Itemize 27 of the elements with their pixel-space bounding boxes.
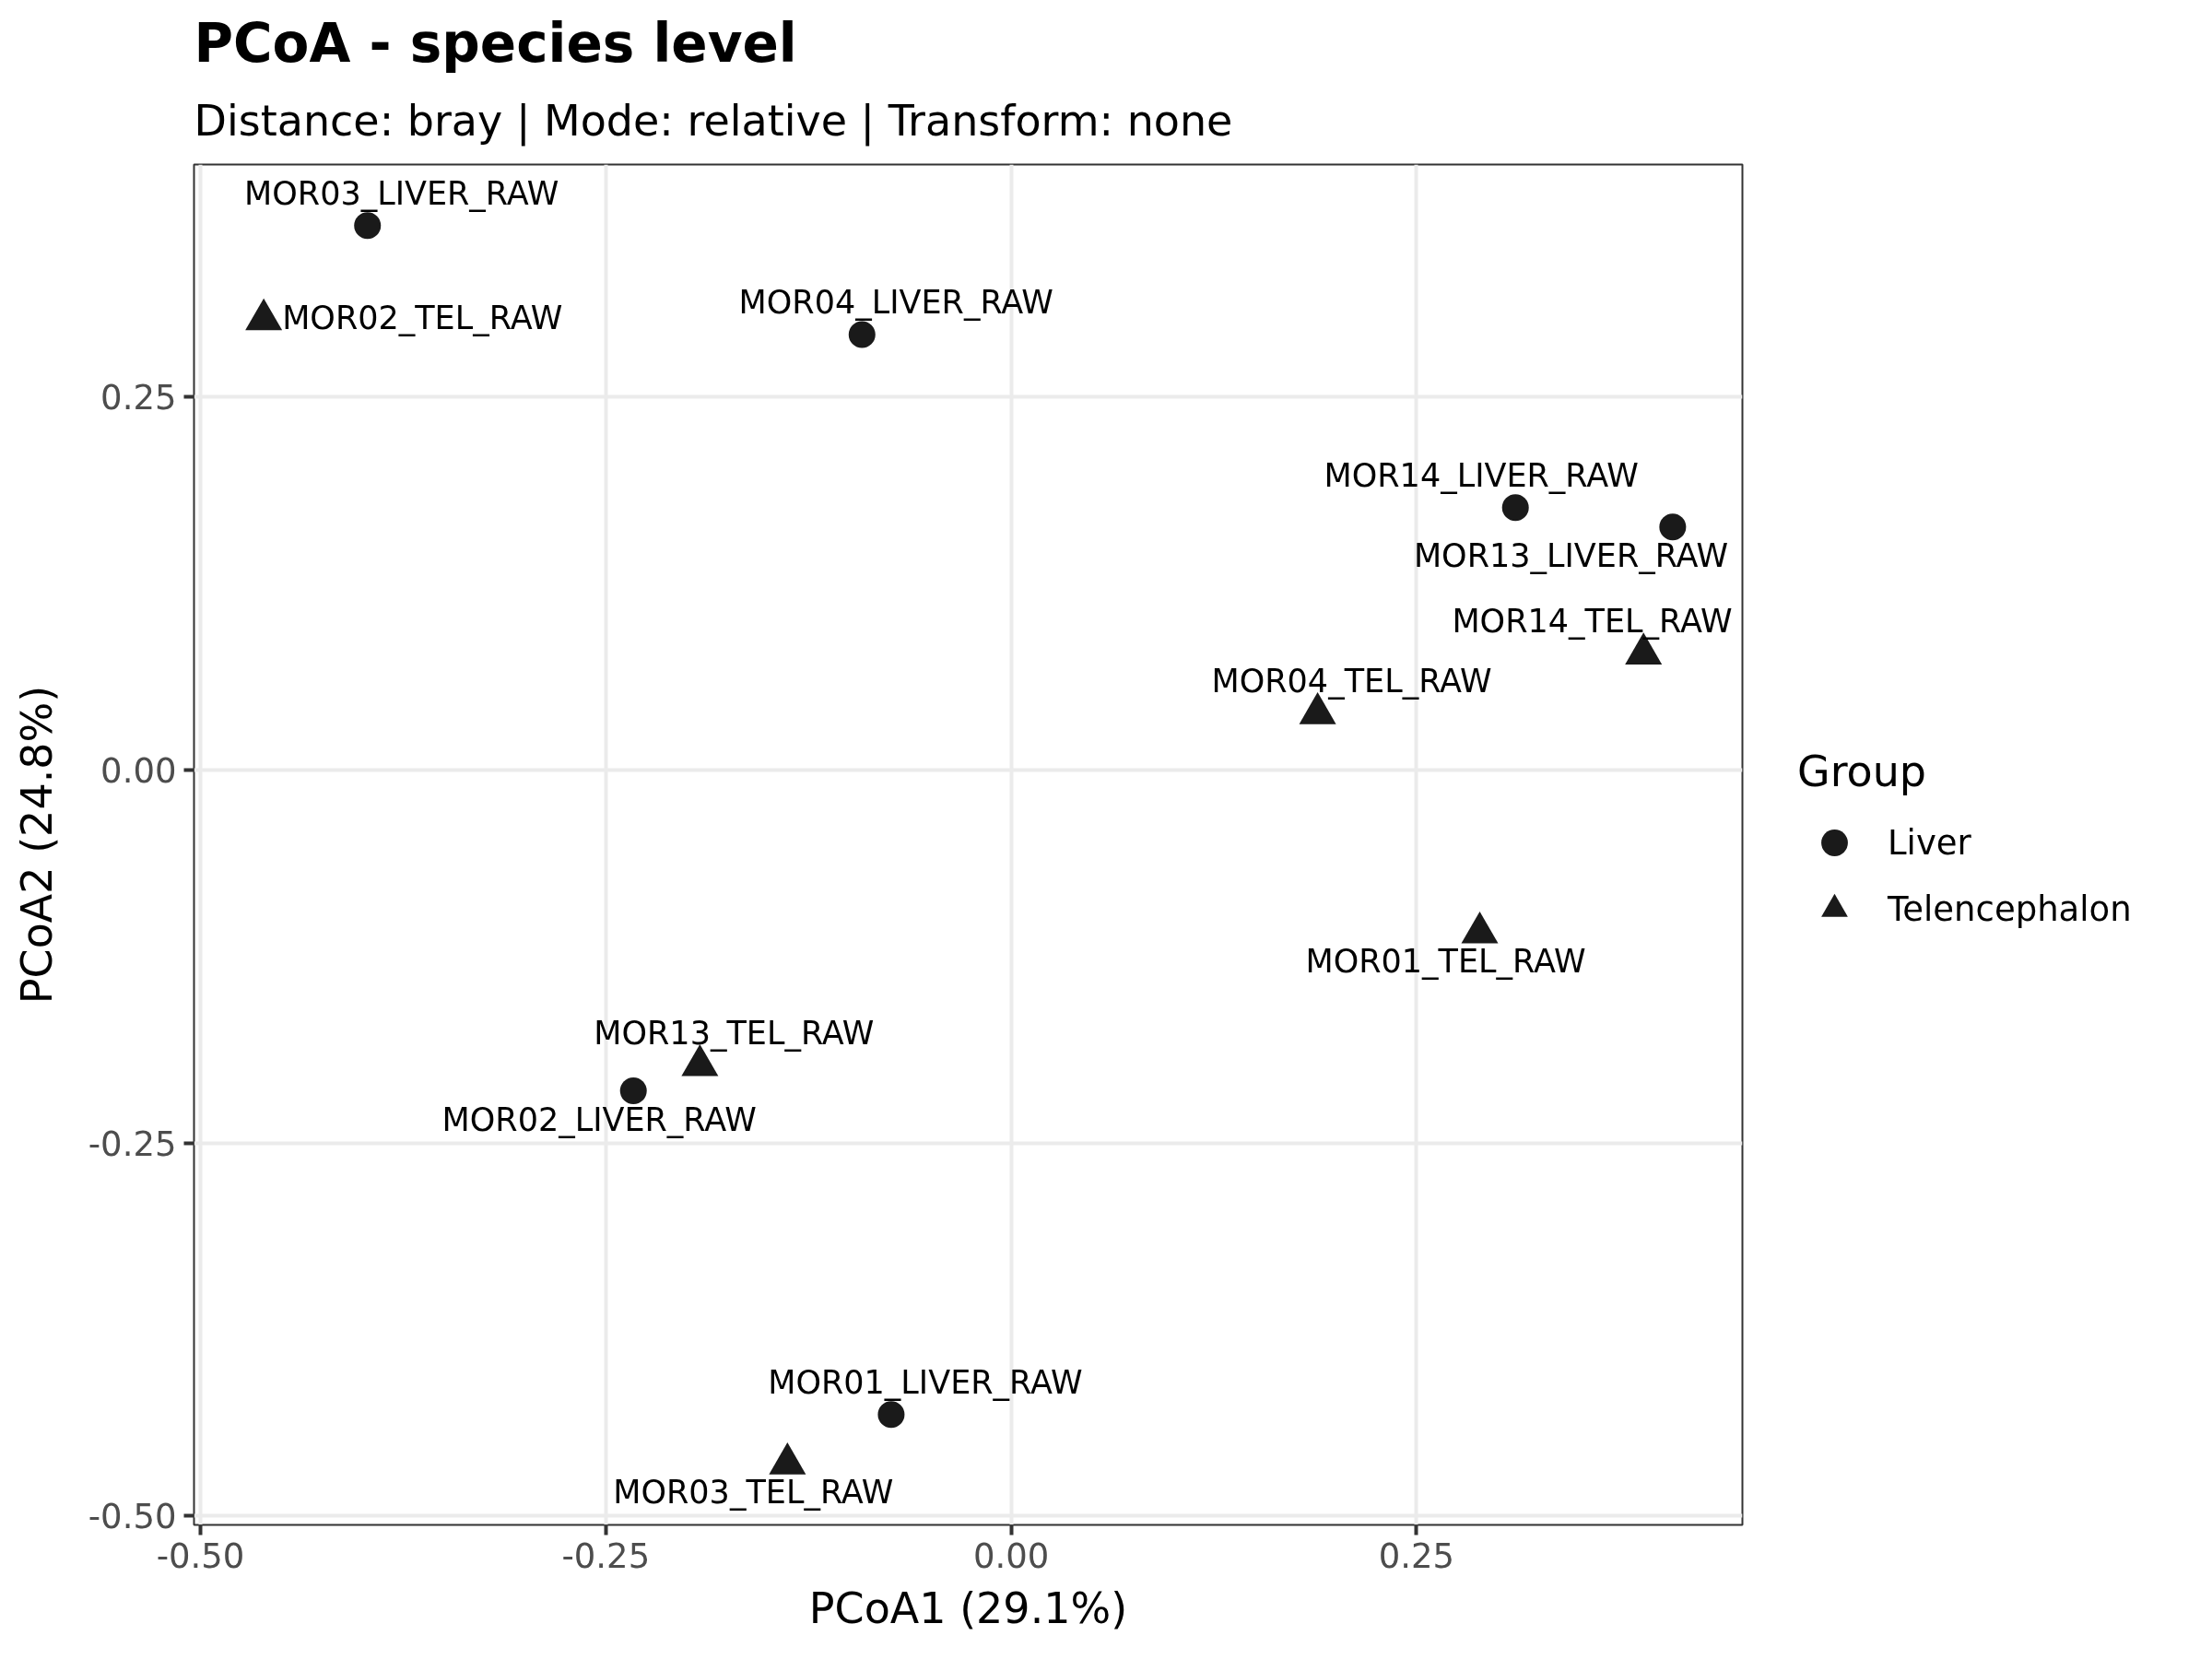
chart-subtitle: Distance: bray | Mode: relative | Transform: none [194, 95, 1233, 147]
legend-label: Liver [1888, 822, 1971, 863]
data-label: MOR14_LIVER_RAW [1324, 456, 1639, 494]
data-label: MOR04_LIVER_RAW [738, 284, 1053, 321]
legend-label: Telencephalon [1888, 888, 2132, 929]
data-label: MOR03_TEL_RAW [613, 1474, 894, 1512]
data-label: MOR14_TEL_RAW [1452, 603, 1733, 641]
y-tick-label: -0.25 [88, 1124, 177, 1164]
data-label: MOR01_LIVER_RAW [768, 1363, 1083, 1401]
y-axis-title: PCoA2 (24.8%) [11, 685, 62, 1005]
y-tick-label: 0.00 [100, 751, 177, 792]
x-tick-label: -0.50 [156, 1535, 245, 1576]
x-tick-label: 0.25 [1378, 1535, 1455, 1576]
data-label: MOR02_TEL_RAW [282, 299, 563, 336]
data-label: MOR03_LIVER_RAW [244, 174, 559, 212]
data-label: MOR13_LIVER_RAW [1413, 536, 1729, 574]
y-tick-label: 0.25 [100, 378, 177, 418]
x-axis-title: PCoA1 (29.1%) [808, 1583, 1128, 1633]
x-tick-label: -0.25 [561, 1535, 651, 1576]
data-label: MOR13_TEL_RAW [594, 1015, 875, 1053]
data-label: MOR04_TEL_RAW [1211, 663, 1492, 700]
y-tick-label: -0.50 [88, 1497, 177, 1537]
data-label: MOR02_LIVER_RAW [441, 1100, 757, 1138]
data-label: MOR01_TEL_RAW [1305, 942, 1586, 980]
legend-title: Group [1797, 747, 1928, 796]
chart-title: PCoA - species level [194, 11, 797, 75]
x-tick-label: 0.00 [972, 1535, 1050, 1576]
